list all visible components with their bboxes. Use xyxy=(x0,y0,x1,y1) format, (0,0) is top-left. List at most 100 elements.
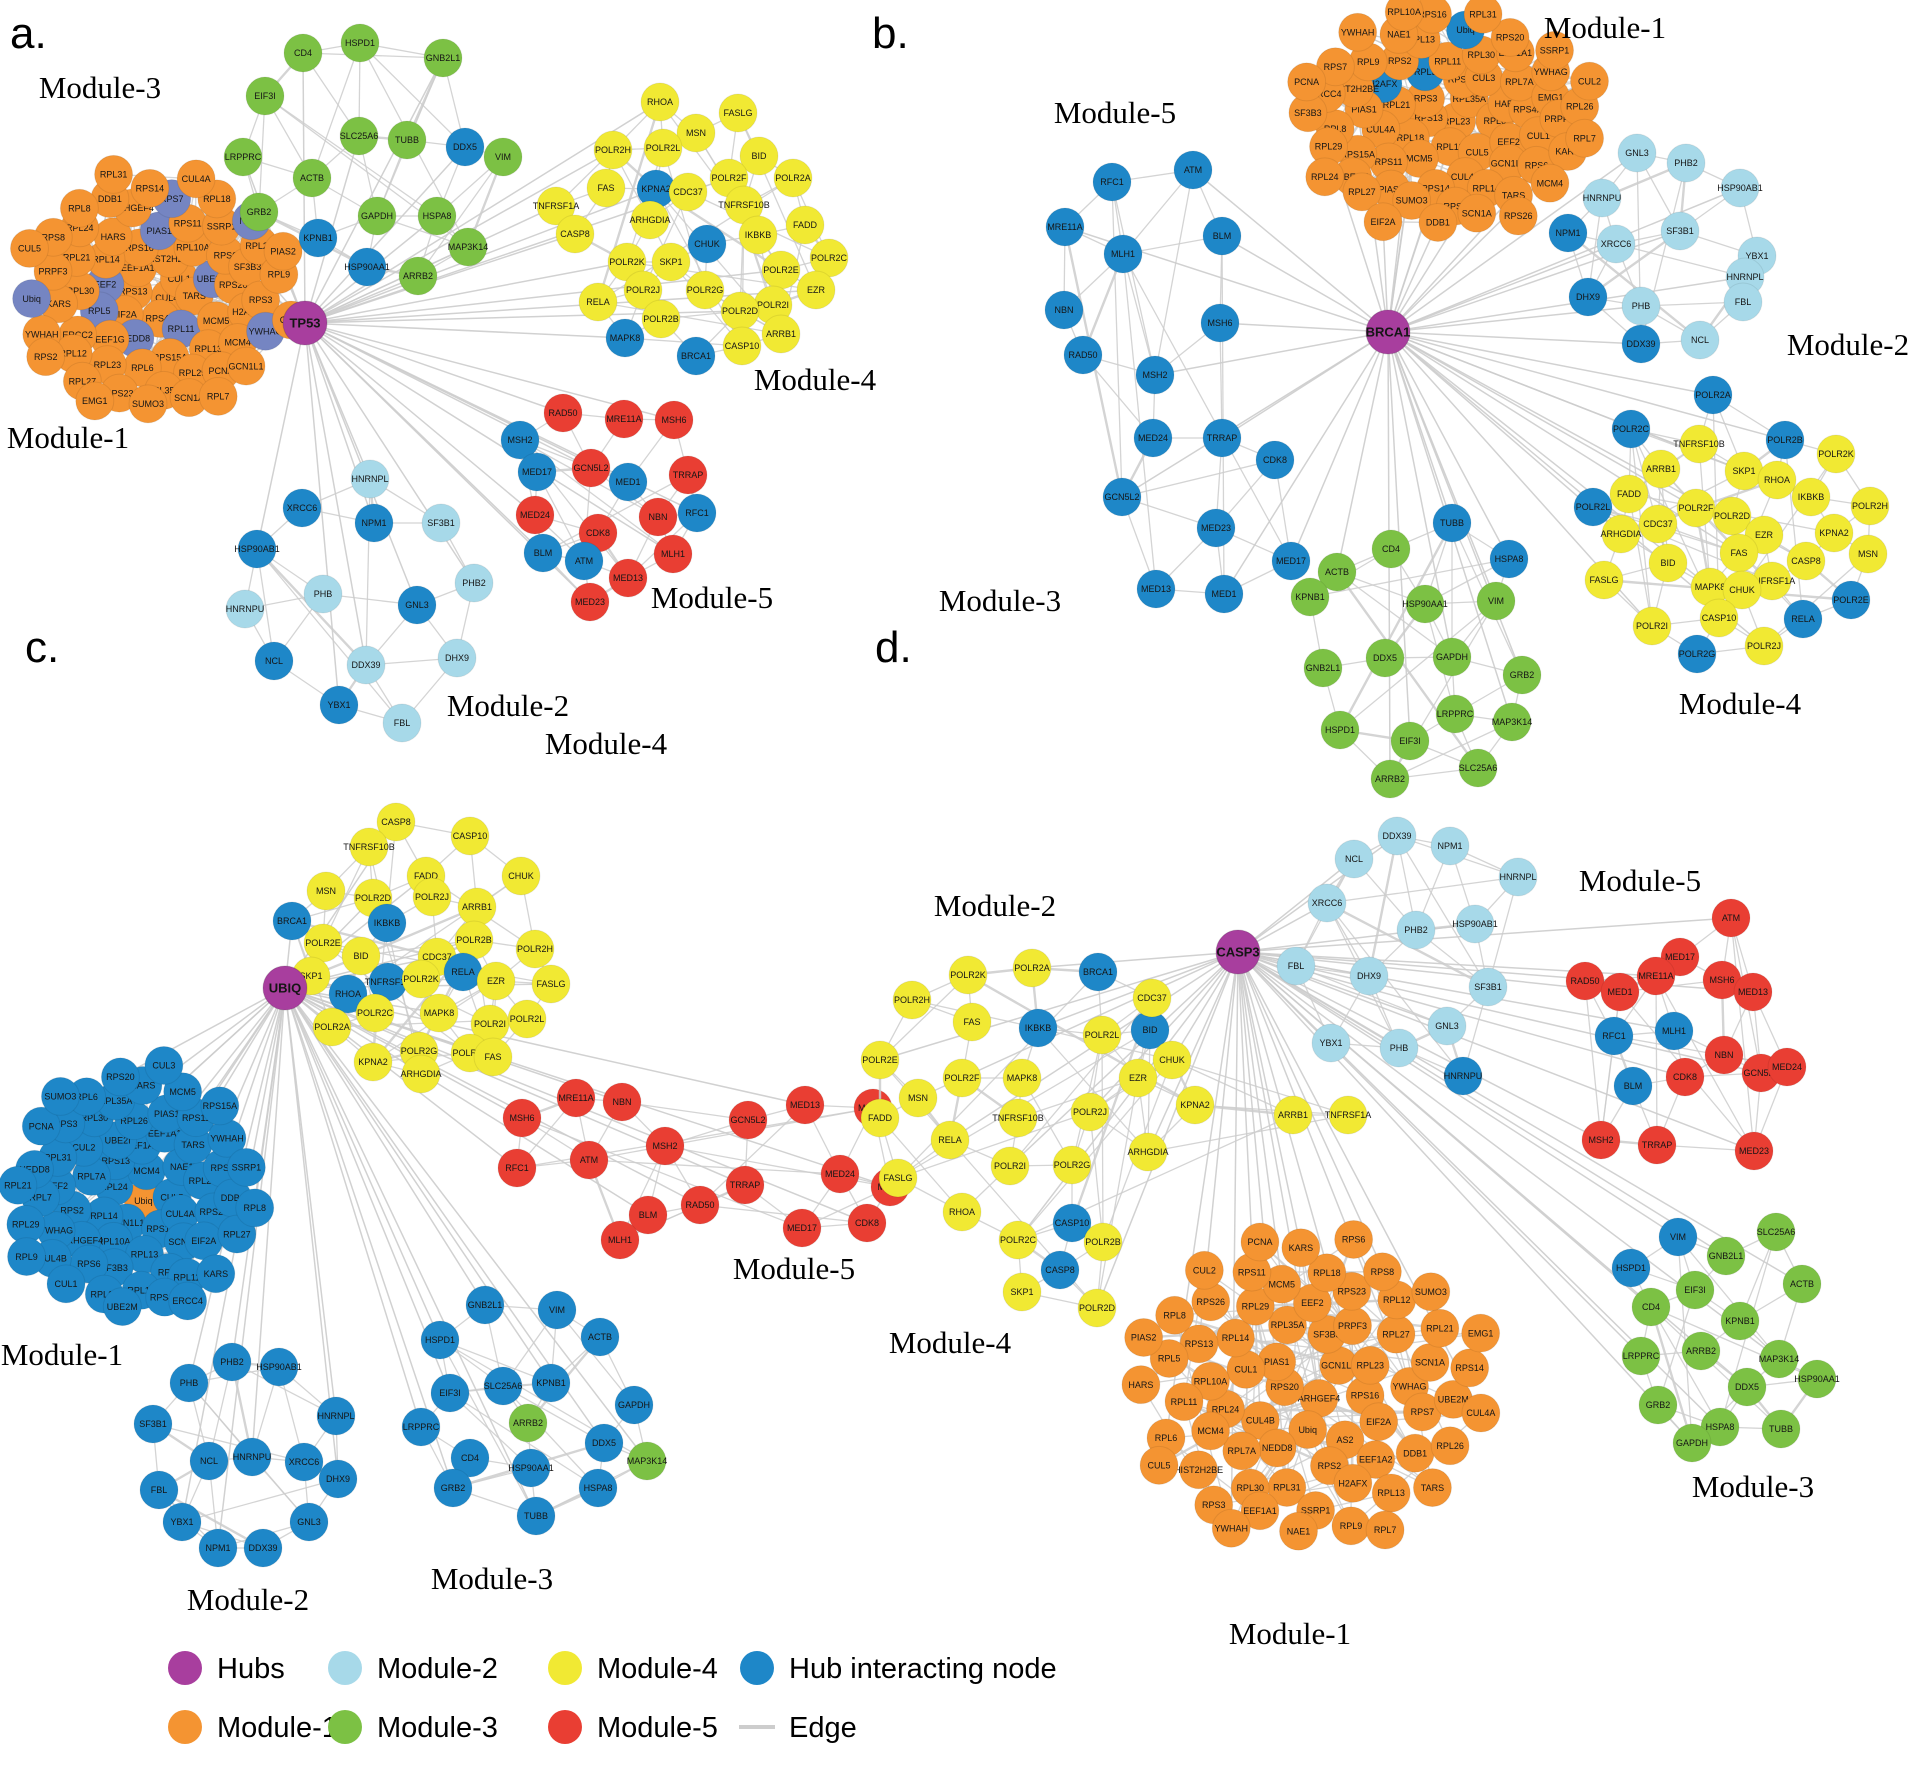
node-label: POLR2D xyxy=(1079,1303,1116,1313)
node-label: HSP90AA1 xyxy=(344,262,390,272)
hub-edge xyxy=(181,987,286,1523)
node-label: MED13 xyxy=(613,573,643,583)
node-label: MSH6 xyxy=(1709,975,1734,985)
edge xyxy=(1655,975,1658,1146)
node-circle xyxy=(1850,486,1890,526)
node-label: CUL4A xyxy=(166,1209,195,1219)
node-a-PHB2: PHB2 xyxy=(454,563,494,603)
node-label: RPL11 xyxy=(168,324,195,334)
node-d-RPL27: RPL27 xyxy=(1376,1314,1416,1354)
hub-BRCA1: BRCA1 xyxy=(1365,309,1411,355)
node-circle xyxy=(1200,303,1240,343)
edge xyxy=(256,548,403,724)
node-b-IKBKB: IKBKB xyxy=(1791,477,1831,517)
hub-edge xyxy=(879,951,1239,1061)
node-circle xyxy=(728,1100,768,1140)
node-circle xyxy=(1600,972,1640,1012)
node-a-CUL5: CUL5 xyxy=(9,228,49,268)
node-label: RPS3 xyxy=(249,295,273,305)
node-label: DDX5 xyxy=(1373,653,1397,663)
node-circle xyxy=(1377,816,1417,856)
edge xyxy=(1259,1241,1353,1327)
node-label: YWHAG xyxy=(39,1226,73,1236)
node-label: FBL xyxy=(394,718,411,728)
node-label: POLR2C xyxy=(811,253,848,263)
node-label: HNRNPU xyxy=(1583,193,1622,203)
module-label-c-Module-4: Module-4 xyxy=(545,726,668,761)
node-d-MED24: MED24 xyxy=(1767,1047,1807,1087)
node-label: BID xyxy=(751,151,767,161)
node-c-FBL: FBL xyxy=(139,1470,179,1510)
node-a-ARHGDIA: ARHGDIA xyxy=(629,200,671,240)
node-b-SKP1: SKP1 xyxy=(1724,451,1764,491)
node-a-SUMO3: SUMO3 xyxy=(128,384,168,424)
node-b-RPL24: RPL24 xyxy=(1305,157,1345,197)
node-label: RPL29 xyxy=(1242,1301,1270,1311)
node-b-FBL: FBL xyxy=(1723,282,1763,322)
node-label: Ubiq xyxy=(22,294,41,304)
node-a-BRCA1: BRCA1 xyxy=(676,336,716,376)
node-a-SKP1: SKP1 xyxy=(651,242,691,282)
node-c-MRE11A: MRE11A xyxy=(556,1078,596,1118)
node-circle xyxy=(1632,606,1672,646)
node-circle xyxy=(387,120,427,160)
node-a-POLR2A: POLR2A xyxy=(773,158,813,198)
node-b-MCM4: MCM4 xyxy=(1530,163,1570,203)
node-circle xyxy=(316,1396,356,1436)
node-d-YBX1: YBX1 xyxy=(1311,1023,1351,1063)
node-label: PRPF3 xyxy=(38,266,67,276)
node-d-GRB2: GRB2 xyxy=(1638,1385,1678,1425)
node-d-HNRNPL: HNRNPL xyxy=(1498,857,1538,897)
node-circle xyxy=(1333,1463,1373,1503)
node-label: CASP8 xyxy=(381,817,411,827)
node-label: EEF1G xyxy=(95,334,125,344)
node-circle xyxy=(1334,1219,1374,1259)
node-d-IKBKB: IKBKB xyxy=(1018,1008,1058,1048)
node-circle xyxy=(860,1040,900,1080)
node-b-POLR2K: POLR2K xyxy=(1816,434,1856,474)
node-d-HSP90AA1: HSP90AA1 xyxy=(1794,1359,1840,1399)
node-circle xyxy=(198,376,238,416)
node-label: CASP10 xyxy=(1702,613,1737,623)
node-label: TNFRSF10B xyxy=(718,200,770,210)
node-circle xyxy=(1489,539,1529,579)
node-circle xyxy=(1132,978,1172,1018)
node-circle xyxy=(130,168,170,208)
node-label: GRB2 xyxy=(1646,1400,1671,1410)
node-label: FASLG xyxy=(1589,575,1618,585)
edge xyxy=(360,905,478,958)
node-circle xyxy=(1012,948,1052,988)
edge xyxy=(181,1478,339,1523)
hub-edge xyxy=(1031,951,1239,969)
node-label: EZR xyxy=(487,976,506,986)
node-circle xyxy=(289,1502,329,1542)
node-label: CHUK xyxy=(1729,585,1755,595)
edge xyxy=(1326,902,1464,1077)
hub-edge xyxy=(284,987,451,1394)
node-circle xyxy=(600,1220,640,1260)
node-circle xyxy=(1290,577,1330,617)
node-label: FADD xyxy=(868,1113,893,1123)
node-label: HSPA8 xyxy=(423,211,452,221)
node-label: ARRB2 xyxy=(513,1418,543,1428)
node-label: HNRNPU xyxy=(233,1452,272,1462)
node-circle xyxy=(942,1058,982,1098)
node-label: ARHGEF4 xyxy=(61,1236,104,1246)
node-b-PHB2: PHB2 xyxy=(1666,143,1706,183)
node-a-FAS: FAS xyxy=(586,168,626,208)
node-label: FBL xyxy=(1735,297,1752,307)
node-label: RPL14 xyxy=(90,1211,118,1221)
hub-edge xyxy=(1147,951,1239,1153)
node-label: RPL21 xyxy=(4,1180,32,1190)
node-label: ARRB2 xyxy=(1375,774,1405,784)
edge xyxy=(1336,571,1453,658)
node-circle xyxy=(1637,1125,1677,1165)
node-circle xyxy=(1196,508,1236,548)
node-d-DHX9: DHX9 xyxy=(1349,956,1389,996)
node-a-GRB2: GRB2 xyxy=(239,192,279,232)
node-label: DDX39 xyxy=(351,660,380,670)
node-label: RPS11 xyxy=(1375,157,1403,167)
node-label: CUL5 xyxy=(1148,1461,1171,1471)
node-label: POLR2B xyxy=(1767,435,1803,445)
